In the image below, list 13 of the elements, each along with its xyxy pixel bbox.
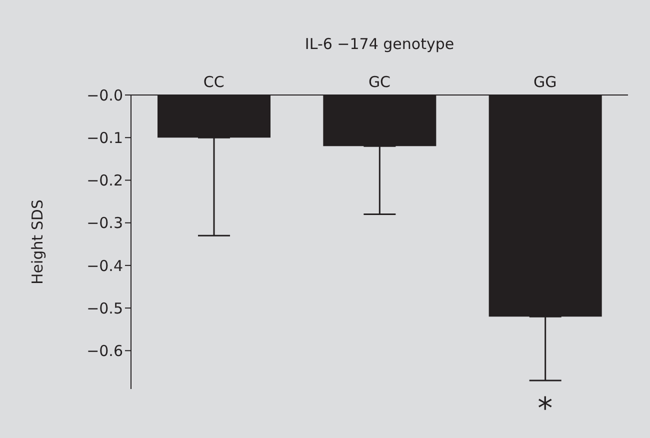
y-tick-label: −0.5 — [86, 299, 123, 318]
x-axis-title: IL-6 −174 genotype — [304, 35, 454, 53]
y-tick-label: −0.0 — [86, 86, 123, 104]
x-tick-label: GG — [534, 73, 557, 91]
y-axis-title: Height SDS — [28, 200, 46, 284]
y-tick-label: −0.3 — [86, 214, 123, 232]
y-tick-label: −0.2 — [86, 172, 123, 190]
text: * — [538, 391, 553, 426]
y-tick-label: −0.6 — [86, 342, 123, 360]
x-tick-label: GC — [368, 73, 391, 91]
y-tick-label: −0.1 — [86, 128, 123, 147]
x-tick-label: CC — [203, 73, 224, 91]
y-tick-label: −0.4 — [86, 256, 123, 275]
